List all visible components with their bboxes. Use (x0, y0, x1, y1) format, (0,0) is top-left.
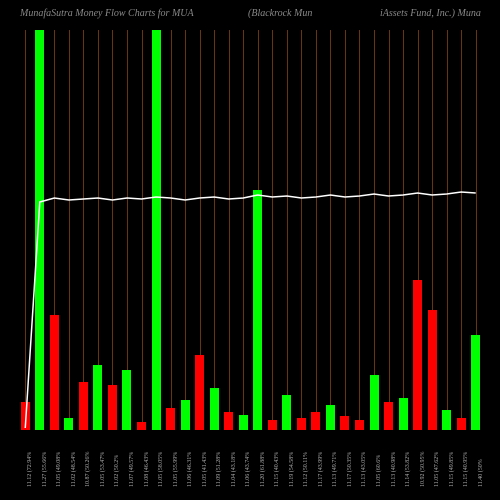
x-tick-label: 11.06 (46.31% (187, 452, 193, 487)
x-tick-label: 11.15 (49.85% (449, 452, 455, 487)
gridline (389, 30, 390, 430)
x-tick-label: 11.09 (51.28% (216, 452, 222, 487)
gridline (83, 30, 84, 430)
header-right: iAssets Fund, Inc.) Muna (380, 8, 481, 19)
x-tick-label: 11.05 (41.43% (202, 452, 208, 487)
x-axis-labels: 11.12 (72.94% 11.27 (55.66% 11.05 (49.08% 1… (18, 432, 483, 492)
x-tick-label: 11.15 (40.95% (463, 452, 469, 487)
volume-bar (457, 418, 466, 430)
gridline (185, 30, 186, 430)
volume-bar (50, 315, 59, 430)
x-tick-label: 11.20 (61.88% (260, 452, 266, 487)
x-tick-label: 11.05 (53.47% (100, 452, 106, 487)
gridline (243, 30, 244, 430)
gridline (25, 30, 26, 430)
x-tick-label: 11.13 (49.71% (332, 452, 338, 487)
volume-bar (340, 416, 349, 430)
volume-bar (35, 30, 44, 430)
gridline (229, 30, 230, 430)
gridline (272, 30, 273, 430)
volume-bar (428, 310, 437, 430)
volume-bar (137, 422, 146, 430)
chart-header: MunafaSutra Money Flow Charts for MUA (B… (0, 8, 500, 28)
header-left: MunafaSutra Money Flow Charts for MUA (20, 8, 194, 19)
header-center: (Blackrock Mun (248, 8, 312, 19)
volume-bar (326, 405, 335, 430)
volume-bar (370, 375, 379, 430)
gridline (171, 30, 172, 430)
volume-bar (311, 412, 320, 430)
gridline (301, 30, 302, 430)
gridline (316, 30, 317, 430)
x-tick-label: 11.05 (49.08% (56, 452, 62, 487)
x-tick-label: 10.87 (50.26% (85, 452, 91, 488)
volume-bar (297, 418, 306, 430)
volume-bar (166, 408, 175, 430)
x-tick-label: 11.17 (50.35% (347, 452, 353, 487)
x-tick-label: 11.12 (72.94% (27, 452, 33, 487)
x-tick-label: 11.07 (49.57% (129, 452, 135, 487)
x-tick-label: 11.05 (60.6% (376, 455, 382, 487)
x-tick-label: 11.05 (55.99% (173, 452, 179, 487)
gridline (345, 30, 346, 430)
gridline (142, 30, 143, 430)
x-tick-label: 11.02 (50.2% (114, 455, 120, 487)
gridline (287, 30, 288, 430)
x-tick-label: 11.17 (43.99% (318, 452, 324, 487)
gridline (374, 30, 375, 430)
volume-bar (442, 410, 451, 430)
x-tick-label: 11.04 (43.18% (231, 452, 237, 487)
volume-bar (108, 385, 117, 430)
volume-bar (195, 355, 204, 430)
x-tick-label: 11.14 (53.82% (405, 452, 411, 487)
x-tick-label: 11.08 (46.43% (144, 452, 150, 487)
volume-bar (79, 382, 88, 430)
gridline (447, 30, 448, 430)
volume-bar (64, 418, 73, 430)
volume-bar (471, 335, 480, 430)
x-tick-label: 11.13 (43.05% (361, 452, 367, 487)
gridline (461, 30, 462, 430)
x-tick-label: 10.92 (50.95% (420, 452, 426, 488)
volume-bar (239, 415, 248, 430)
x-tick-label: 11.40 (50% (478, 459, 484, 487)
x-tick-label: 11.13 (40.98% (391, 452, 397, 487)
x-tick-label: 11.02 (48.54% (71, 452, 77, 487)
volume-bar (268, 420, 277, 430)
volume-bar (152, 30, 161, 430)
gridline (69, 30, 70, 430)
volume-bar (21, 402, 30, 430)
x-tick-label: 11.12 (50.11% (303, 452, 309, 487)
volume-bar (399, 398, 408, 430)
volume-bar (253, 190, 262, 430)
x-tick-label: 11.05 (47.62% (434, 452, 440, 487)
volume-bar (413, 280, 422, 430)
gridline (403, 30, 404, 430)
gridline (359, 30, 360, 430)
volume-bar (210, 388, 219, 430)
x-tick-label: 11.27 (55.66% (42, 452, 48, 487)
volume-bar (93, 365, 102, 430)
volume-bar (355, 420, 364, 430)
x-tick-label: 11.15 (40.43% (274, 452, 280, 487)
volume-bar (224, 412, 233, 430)
x-tick-label: 11.05 (58.05% (158, 452, 164, 487)
x-tick-label: 11.19 (54.58% (289, 452, 295, 487)
x-tick-label: 11.06 (43.74% (245, 452, 251, 487)
money-flow-chart (18, 30, 483, 430)
volume-bar (384, 402, 393, 430)
volume-bar (122, 370, 131, 430)
volume-bar (181, 400, 190, 430)
gridline (330, 30, 331, 430)
volume-bar (282, 395, 291, 430)
gridline (112, 30, 113, 430)
gridline (214, 30, 215, 430)
